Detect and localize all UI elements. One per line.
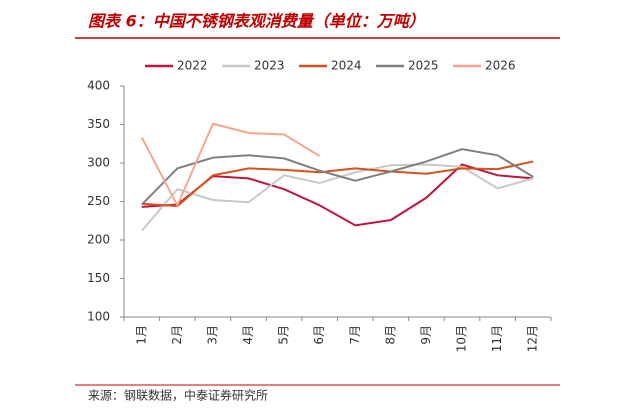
y-tick-label: 250 [87, 194, 110, 208]
legend-label: 2022 [177, 59, 208, 73]
chart-title: 图表 6：中国不锈钢表观消费量（单位：万吨） [88, 12, 425, 31]
source: 来源：钢联数据，中泰证券研究所 [88, 388, 268, 403]
legend-label: 2023 [254, 59, 285, 73]
x-tick-label: 6月 [312, 325, 326, 345]
legend-label: 2025 [408, 59, 439, 73]
legend-label: 2024 [331, 59, 362, 73]
y-tick-label: 400 [87, 79, 110, 93]
x-tick-label: 3月 [205, 325, 219, 345]
x-tick-label: 9月 [419, 325, 433, 345]
y-tick-label: 100 [87, 310, 110, 324]
x-tick-label: 8月 [383, 325, 397, 345]
x-tick-label: 11月 [490, 325, 504, 352]
x-tick-label: 2月 [170, 325, 184, 345]
x-tick-label: 4月 [241, 325, 255, 345]
legend-label: 2026 [485, 59, 516, 73]
x-tick-label: 5月 [277, 325, 291, 345]
x-tick-label: 1月 [134, 325, 148, 345]
x-tick-label: 10月 [455, 325, 469, 352]
series-line [141, 163, 534, 232]
x-tick-label: 12月 [526, 325, 540, 352]
y-tick-label: 350 [87, 117, 110, 131]
series-line [140, 122, 321, 208]
x-tick-label: 7月 [348, 325, 362, 345]
y-tick-label: 150 [87, 271, 110, 285]
series-line [141, 160, 534, 208]
y-tick-label: 200 [87, 233, 110, 247]
y-tick-label: 300 [87, 156, 110, 170]
series-line [141, 148, 534, 206]
